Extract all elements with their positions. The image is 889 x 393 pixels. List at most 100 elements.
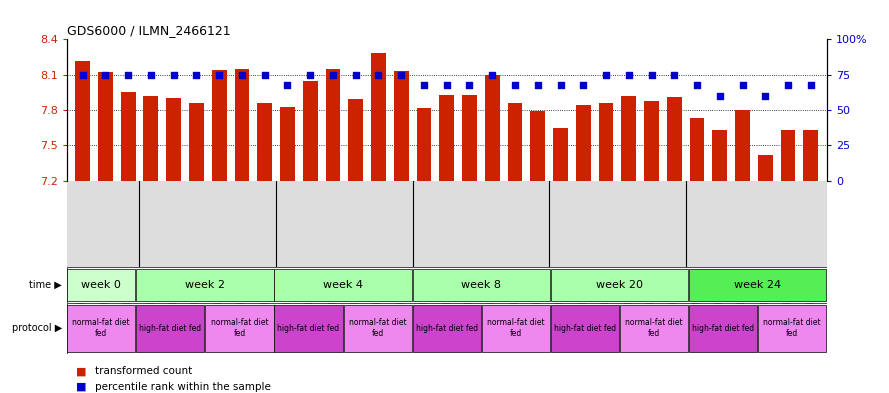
Point: [599, 72, 613, 78]
Bar: [758, 305, 826, 352]
Point: [508, 81, 522, 88]
Bar: [645, 101, 659, 181]
Bar: [804, 130, 818, 181]
Point: [576, 81, 590, 88]
Bar: [189, 103, 204, 181]
Bar: [76, 61, 90, 181]
Bar: [553, 128, 568, 181]
Point: [440, 81, 454, 88]
Bar: [235, 69, 249, 181]
Bar: [275, 305, 342, 352]
Text: normal-fat diet
fed: normal-fat diet fed: [764, 318, 821, 338]
Point: [258, 72, 272, 78]
Bar: [690, 118, 704, 181]
Point: [121, 72, 135, 78]
Bar: [136, 305, 204, 352]
Point: [166, 72, 180, 78]
Text: ■: ■: [76, 382, 86, 392]
Point: [804, 81, 818, 88]
Point: [553, 81, 567, 88]
Point: [713, 93, 727, 99]
Point: [394, 72, 408, 78]
Text: high-fat diet fed: high-fat diet fed: [140, 324, 202, 332]
Point: [235, 72, 249, 78]
Text: time ▶: time ▶: [29, 280, 62, 290]
Text: normal-fat diet
fed: normal-fat diet fed: [348, 318, 406, 338]
Point: [417, 81, 431, 88]
Bar: [735, 110, 750, 181]
Point: [99, 72, 113, 78]
Bar: [667, 97, 682, 181]
Point: [621, 72, 636, 78]
Bar: [781, 130, 796, 181]
Text: high-fat diet fed: high-fat diet fed: [692, 324, 754, 332]
Bar: [143, 96, 158, 181]
Bar: [551, 305, 619, 352]
Bar: [343, 305, 412, 352]
Text: protocol ▶: protocol ▶: [12, 323, 62, 333]
Point: [189, 72, 204, 78]
Bar: [621, 96, 637, 181]
Point: [781, 81, 795, 88]
Bar: [417, 108, 431, 181]
Bar: [68, 269, 135, 301]
Bar: [348, 99, 363, 181]
Bar: [712, 130, 727, 181]
Text: GDS6000 / ILMN_2466121: GDS6000 / ILMN_2466121: [67, 24, 230, 37]
Bar: [303, 81, 317, 181]
Bar: [689, 269, 826, 301]
Bar: [325, 69, 340, 181]
Point: [372, 72, 386, 78]
Point: [76, 72, 90, 78]
Text: normal-fat diet
fed: normal-fat diet fed: [487, 318, 545, 338]
Point: [212, 72, 227, 78]
Point: [303, 72, 317, 78]
Bar: [482, 305, 550, 352]
Bar: [508, 103, 523, 181]
Bar: [598, 103, 613, 181]
Point: [735, 81, 749, 88]
Point: [326, 72, 340, 78]
Bar: [257, 103, 272, 181]
Bar: [98, 72, 113, 181]
Bar: [462, 95, 477, 181]
Bar: [439, 95, 454, 181]
Bar: [551, 269, 688, 301]
Point: [280, 81, 294, 88]
Point: [758, 93, 773, 99]
Bar: [620, 305, 688, 352]
Point: [690, 81, 704, 88]
Bar: [121, 92, 135, 181]
Bar: [531, 111, 545, 181]
Bar: [485, 75, 500, 181]
Point: [348, 72, 363, 78]
Bar: [68, 305, 135, 352]
Text: high-fat diet fed: high-fat diet fed: [277, 324, 340, 332]
Bar: [166, 98, 181, 181]
Text: high-fat diet fed: high-fat diet fed: [416, 324, 477, 332]
Text: percentile rank within the sample: percentile rank within the sample: [95, 382, 271, 392]
Text: normal-fat diet
fed: normal-fat diet fed: [72, 318, 130, 338]
Text: week 24: week 24: [734, 280, 781, 290]
Point: [485, 72, 500, 78]
Text: normal-fat diet
fed: normal-fat diet fed: [211, 318, 268, 338]
Text: high-fat diet fed: high-fat diet fed: [554, 324, 616, 332]
Text: normal-fat diet
fed: normal-fat diet fed: [625, 318, 683, 338]
Point: [645, 72, 659, 78]
Point: [462, 81, 477, 88]
Text: week 20: week 20: [596, 280, 643, 290]
Bar: [212, 70, 227, 181]
Bar: [280, 107, 295, 181]
Bar: [371, 53, 386, 181]
Text: week 8: week 8: [461, 280, 501, 290]
Bar: [394, 71, 409, 181]
Text: transformed count: transformed count: [95, 366, 192, 376]
Bar: [275, 269, 412, 301]
Bar: [136, 269, 274, 301]
Point: [144, 72, 158, 78]
Bar: [412, 305, 481, 352]
Bar: [689, 305, 757, 352]
Point: [531, 81, 545, 88]
Bar: [758, 155, 773, 181]
Text: week 0: week 0: [81, 280, 121, 290]
